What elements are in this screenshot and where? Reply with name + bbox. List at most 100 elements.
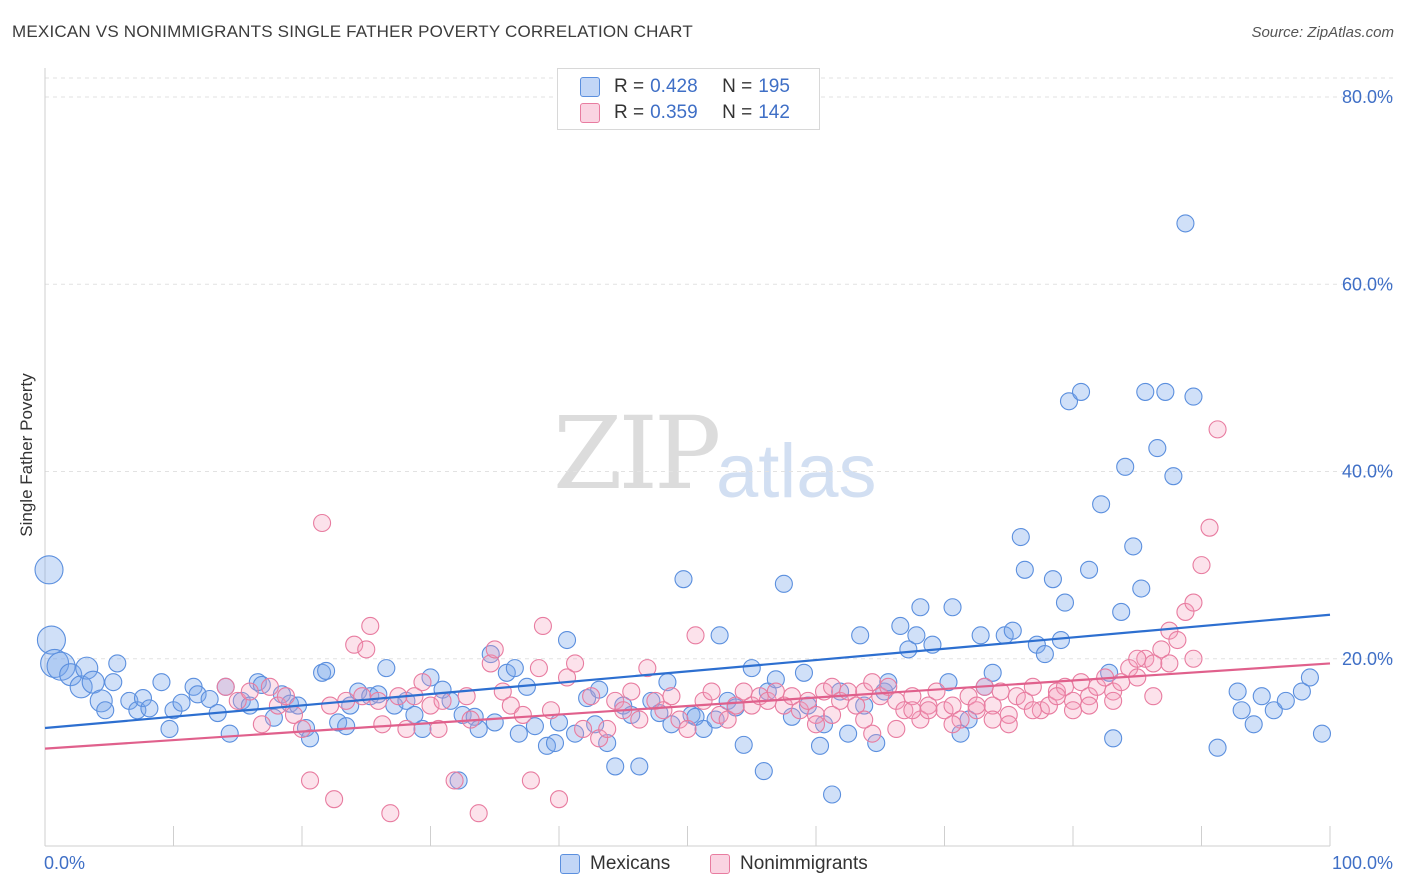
nonimmigrants-point — [533, 616, 552, 636]
mexicans-trend-line — [44, 613, 1331, 730]
mexicans-point — [1116, 457, 1135, 476]
mexicans-point — [1055, 593, 1075, 612]
mexicans-point — [630, 757, 649, 776]
nonimmigrants-point — [654, 701, 673, 720]
mexicans-point — [140, 699, 159, 718]
nonimmigrants-point — [622, 682, 641, 701]
mexicans-point — [1156, 382, 1175, 401]
nonimmigrants-point — [300, 771, 320, 790]
mexicans-point — [971, 626, 990, 645]
mexicans-point — [1043, 570, 1062, 589]
mexicans-point — [545, 733, 565, 753]
nonimmigrants-point — [353, 687, 372, 706]
nonimmigrants-point — [361, 616, 380, 636]
nonimmigrants-point — [433, 691, 452, 710]
mexicans-point — [152, 673, 171, 692]
nonimmigrants-point — [252, 715, 271, 734]
mexicans-point — [939, 673, 958, 692]
nonimmigrants-point — [630, 710, 649, 729]
nonimmigrants-point — [313, 513, 332, 533]
mexicans-point — [1071, 382, 1091, 401]
nonimmigrants-point — [887, 719, 906, 739]
y-tick-label: 20.0% — [1342, 649, 1393, 669]
mexicans-point — [1184, 387, 1203, 406]
nonimmigrants-point — [521, 771, 540, 790]
mexicans-point — [1176, 214, 1195, 233]
nonimmigrants-point — [943, 696, 962, 715]
mexicans-point — [1264, 701, 1283, 720]
mexicans-point — [867, 733, 886, 753]
n-value-mexicans: 195 — [758, 76, 790, 97]
nonimmigrants-swatch — [580, 103, 600, 123]
axes — [44, 68, 1331, 847]
mexicans-point — [188, 685, 207, 704]
mexicans-legend-label: Mexicans — [590, 853, 671, 874]
bottom-legend-mexicans: Mexicans — [560, 852, 670, 876]
mexicans-point — [69, 675, 93, 699]
x-tick-label-min: 0.0% — [44, 853, 85, 873]
legend-row-nonimmigrants: R = 0.359 N = 142 — [580, 101, 790, 125]
mexicans-point — [505, 659, 524, 678]
nonimmigrants-point — [1152, 640, 1171, 659]
mexicans-point — [317, 661, 336, 680]
nonimmigrants-point — [397, 719, 416, 739]
nonimmigrants-point — [598, 719, 617, 739]
y-tick-label: 80.0% — [1342, 87, 1393, 107]
mexicans-point — [75, 656, 99, 680]
nonimmigrants-point — [345, 635, 364, 654]
mexicans-point — [1104, 729, 1123, 748]
mexicans-point — [1080, 560, 1099, 579]
tick-labels: 20.0% 40.0% 60.0% 80.0% 0.0% 100.0% — [44, 87, 1393, 873]
x-tick-label-max: 100.0% — [1332, 853, 1393, 873]
mexicans-point — [104, 673, 123, 692]
mexicans-point — [1124, 537, 1143, 556]
nonimmigrants-point — [421, 696, 440, 715]
mexicans-point — [907, 626, 926, 645]
mexicans-point — [1148, 439, 1167, 458]
nonimmigrants-point — [373, 715, 392, 734]
nonimmigrants-point — [429, 719, 448, 739]
mexicans-point — [1092, 495, 1111, 514]
nonimmigrants-point — [1104, 691, 1123, 710]
nonimmigrants-point — [1184, 593, 1203, 612]
mexicans-point — [89, 689, 113, 713]
nonimmigrants-point — [662, 687, 681, 706]
nonimmigrants-point — [1023, 677, 1042, 696]
nonimmigrants-point — [469, 804, 488, 823]
mexicans-point — [742, 659, 761, 678]
nonimmigrants-point — [806, 715, 826, 734]
mexicans-point — [1292, 682, 1311, 701]
mexicans-point — [1164, 467, 1183, 486]
mexicans-point — [160, 719, 179, 739]
mexicans-swatch — [580, 77, 600, 97]
nonimmigrants-point — [260, 677, 279, 696]
nonimmigrants-point — [549, 790, 569, 809]
y-tick-label: 60.0% — [1342, 274, 1393, 294]
trend-lines — [44, 613, 1331, 750]
mexicans-point — [794, 663, 814, 682]
mexicans-point — [1300, 668, 1319, 687]
mexicans-point — [1132, 579, 1151, 598]
mexicans-point — [1035, 645, 1054, 664]
nonimmigrants-point — [321, 696, 340, 715]
nonimmigrants-point — [582, 687, 601, 706]
chart-title: MEXICAN VS NONIMMIGRANTS SINGLE FATHER P… — [12, 22, 693, 41]
nonimmigrants-point — [501, 696, 520, 715]
mexicans-point — [943, 598, 962, 617]
nonimmigrants-point — [1144, 687, 1163, 706]
mexicans-point — [557, 630, 577, 650]
mexicans-point — [1112, 602, 1131, 621]
nonimmigrants-point — [529, 659, 548, 678]
r-label: R = — [614, 102, 645, 123]
mexicans-point — [1312, 724, 1332, 743]
mexicans-point — [509, 724, 528, 743]
nonimmigrants-point — [686, 626, 705, 645]
nonimmigrants-point — [240, 682, 259, 701]
nonimmigrants-point — [702, 682, 721, 701]
y-tick-label: 40.0% — [1342, 462, 1393, 482]
mexicans-point — [839, 724, 858, 743]
nonimmigrants-point — [357, 640, 376, 659]
nonimmigrants-point — [678, 719, 697, 739]
nonimmigrants-point — [481, 654, 500, 673]
